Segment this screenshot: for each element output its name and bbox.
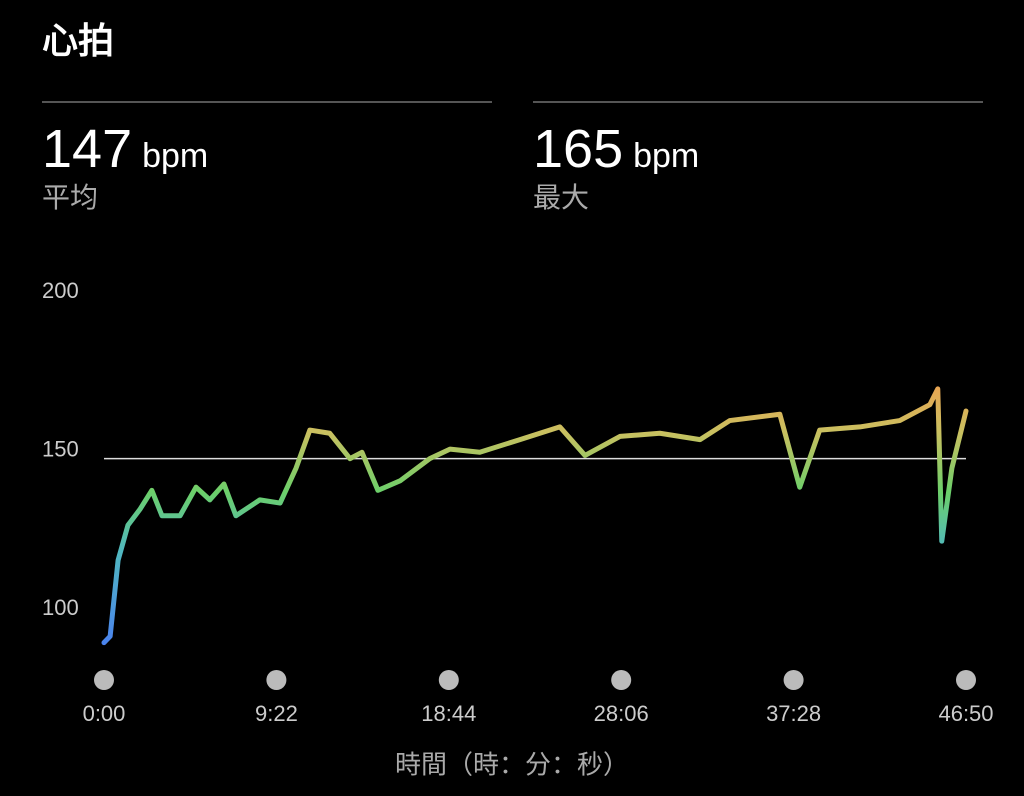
divider [42,101,492,103]
x-axis-label: 時間（時：分：秒） [395,751,629,781]
stat-caption: 平均 [42,181,99,214]
stat: 147 bpm 平均 [42,118,208,216]
stat-caption: 最大 [533,181,590,214]
x-tick-label: 18:44 [421,701,476,726]
x-tick-dot [956,670,976,690]
title: 心拍 [42,21,115,62]
x-tick-label: 0:00 [83,701,126,726]
x-tick-dot [94,670,114,690]
stat-unit: bpm [633,137,700,175]
stat-unit: bpm [142,137,209,175]
x-tick-label: 46:50 [938,701,993,726]
stat-value: 147 [42,119,133,179]
x-tick-label: 37:28 [766,701,821,726]
heart-rate-line [101,386,969,646]
y-tick-label: 200 [42,278,79,303]
x-tick-label: 28:06 [594,701,649,726]
x-tick-dot [783,670,804,690]
stat-value: 165 [533,119,624,179]
x-tick-label: 9:22 [255,701,298,726]
x-tick-dot [266,670,287,690]
x-tick-dot [438,670,459,690]
y-tick-label: 150 [42,436,79,461]
divider [533,101,983,103]
stat: 165 bpm 最大 [533,118,699,216]
x-tick-dot [611,670,632,690]
y-tick-label: 100 [42,595,79,620]
